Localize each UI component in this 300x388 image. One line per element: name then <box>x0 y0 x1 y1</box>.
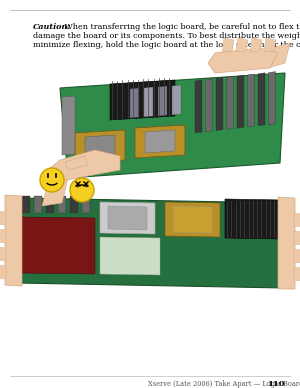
Polygon shape <box>248 74 254 127</box>
Polygon shape <box>294 231 300 245</box>
Polygon shape <box>60 73 285 178</box>
Polygon shape <box>264 38 276 52</box>
Polygon shape <box>58 196 66 213</box>
Polygon shape <box>258 73 265 126</box>
Polygon shape <box>172 85 181 115</box>
Polygon shape <box>268 72 275 125</box>
Polygon shape <box>34 196 42 213</box>
Polygon shape <box>130 88 139 118</box>
Polygon shape <box>100 202 155 234</box>
Polygon shape <box>268 43 290 68</box>
Text: minimize flexing, hold the logic board at the long sides near the center, as sho: minimize flexing, hold the logic board a… <box>33 41 300 49</box>
Polygon shape <box>225 199 282 239</box>
Polygon shape <box>42 178 68 206</box>
Polygon shape <box>22 196 30 213</box>
Circle shape <box>40 168 64 192</box>
Polygon shape <box>0 229 6 243</box>
Polygon shape <box>236 38 248 52</box>
Polygon shape <box>206 79 212 132</box>
Polygon shape <box>226 76 233 130</box>
Polygon shape <box>22 217 95 274</box>
Polygon shape <box>100 237 160 275</box>
Polygon shape <box>0 247 6 261</box>
Polygon shape <box>195 80 202 133</box>
Polygon shape <box>250 38 262 52</box>
Text: Caution:: Caution: <box>33 23 71 31</box>
Polygon shape <box>75 130 125 163</box>
Polygon shape <box>110 80 175 120</box>
Polygon shape <box>216 78 223 131</box>
Polygon shape <box>62 96 75 155</box>
Polygon shape <box>108 206 147 230</box>
Polygon shape <box>294 213 300 227</box>
Polygon shape <box>294 267 300 281</box>
Polygon shape <box>48 150 120 183</box>
Polygon shape <box>135 125 185 158</box>
Polygon shape <box>173 206 212 233</box>
Polygon shape <box>46 196 54 213</box>
Circle shape <box>70 178 94 202</box>
Polygon shape <box>158 86 167 116</box>
Polygon shape <box>208 48 278 73</box>
Polygon shape <box>5 195 22 286</box>
Text: 110: 110 <box>267 380 284 388</box>
Polygon shape <box>222 38 234 52</box>
Polygon shape <box>294 249 300 263</box>
Text: When transferring the logic board, be careful not to flex the logic board, which: When transferring the logic board, be ca… <box>62 23 300 31</box>
Polygon shape <box>144 87 153 117</box>
Polygon shape <box>237 75 244 128</box>
Polygon shape <box>165 202 220 237</box>
Polygon shape <box>278 197 295 289</box>
Polygon shape <box>0 211 6 225</box>
Text: Xserve (Late 2006) Take Apart — Logic Board: Xserve (Late 2006) Take Apart — Logic Bo… <box>148 380 300 388</box>
Polygon shape <box>82 196 90 213</box>
Text: damage the board or its components. To best distribute the weight of the logic b: damage the board or its components. To b… <box>33 32 300 40</box>
Polygon shape <box>0 265 6 279</box>
Polygon shape <box>65 156 88 170</box>
Polygon shape <box>70 196 78 213</box>
Polygon shape <box>145 130 175 153</box>
Polygon shape <box>18 198 285 288</box>
Polygon shape <box>85 135 115 158</box>
